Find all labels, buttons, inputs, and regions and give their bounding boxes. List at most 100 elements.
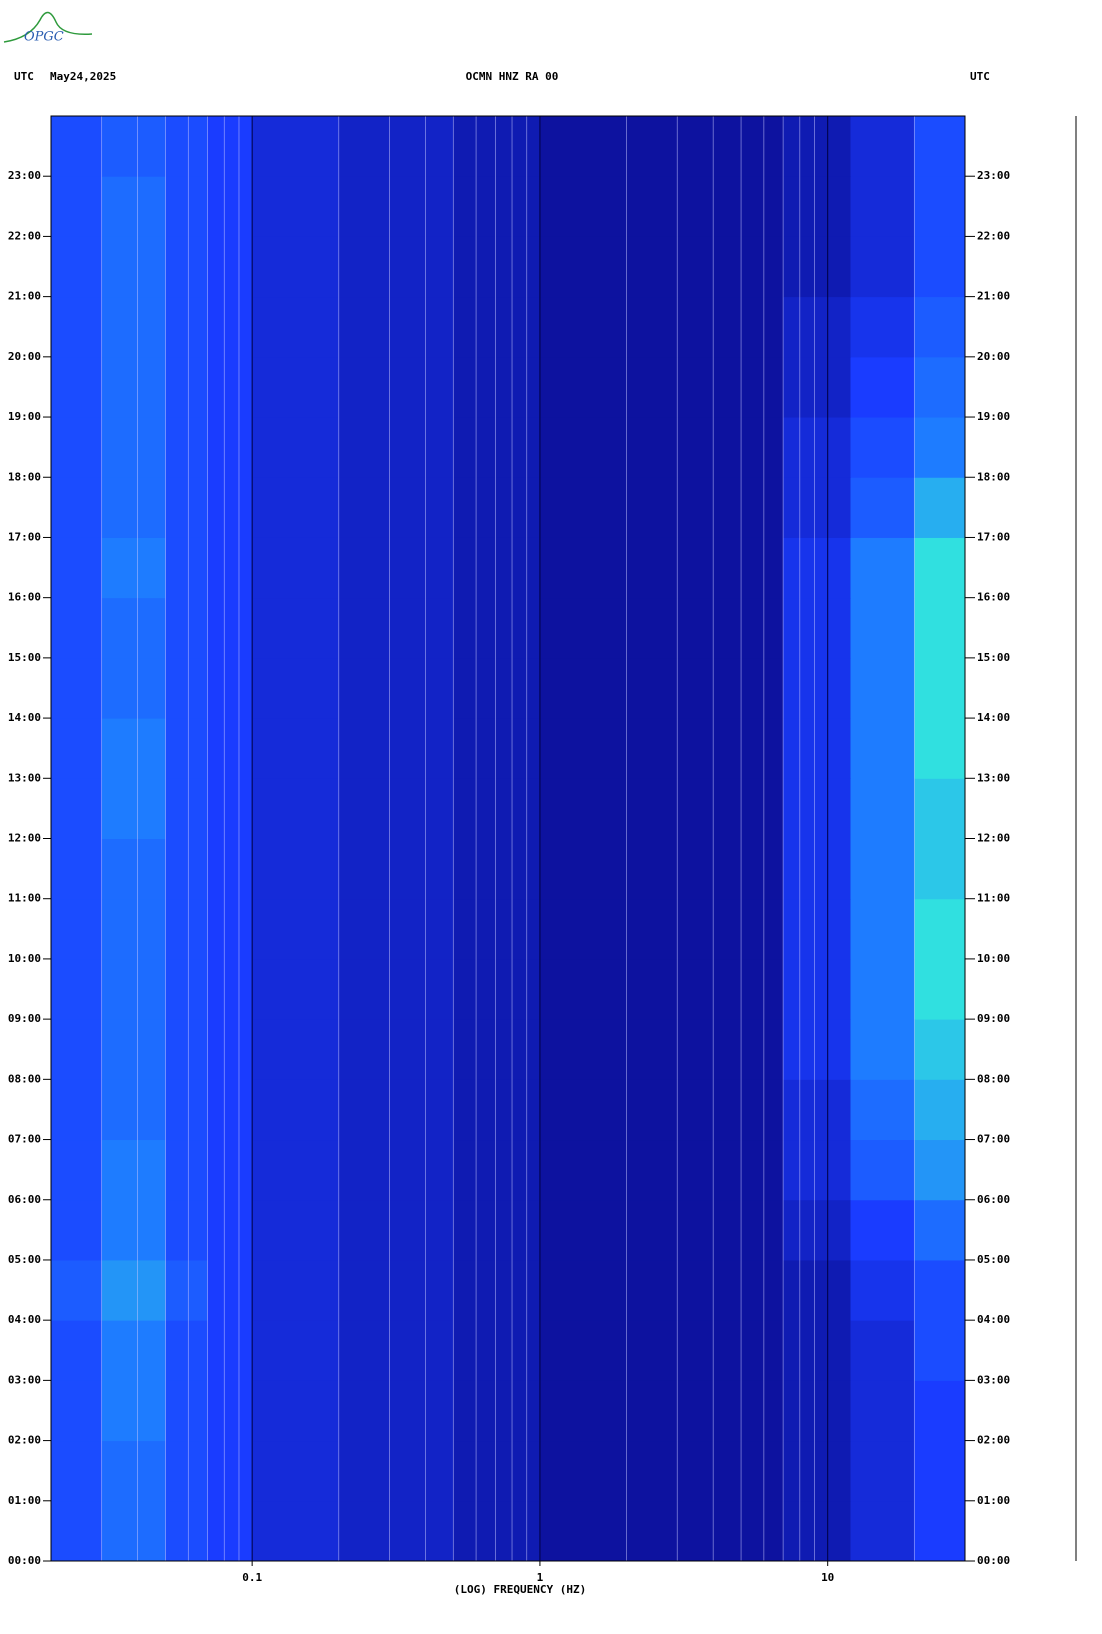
heatmap-cell xyxy=(453,898,541,960)
heatmap-cell xyxy=(850,718,915,779)
heatmap-cell xyxy=(207,838,253,900)
heatmap-cell xyxy=(338,1139,454,1201)
heatmap-cell xyxy=(101,838,167,900)
heatmap-cell xyxy=(850,296,915,358)
heatmap-cell xyxy=(51,1079,103,1141)
y-tick-label-left: 15:00 xyxy=(8,651,41,664)
y-tick-label-left: 14:00 xyxy=(8,711,41,724)
heatmap-cell xyxy=(101,1139,167,1201)
heatmap-cell xyxy=(338,356,454,418)
heatmap-cell xyxy=(207,1320,253,1381)
heatmap-cell xyxy=(677,1079,784,1141)
heatmap-cell xyxy=(165,657,209,719)
heatmap-cell xyxy=(165,1380,209,1442)
heatmap-cell xyxy=(165,1500,209,1562)
heatmap-cell xyxy=(914,296,966,358)
heatmap-cell xyxy=(539,1259,678,1321)
heatmap-cell xyxy=(207,236,253,298)
heatmap-cell xyxy=(338,657,454,719)
heatmap-cell xyxy=(677,1199,784,1261)
heatmap-cell xyxy=(165,296,209,358)
heatmap-cell xyxy=(165,1199,209,1261)
heatmap-cell xyxy=(207,1440,253,1502)
heatmap-cell xyxy=(207,1079,253,1141)
heatmap-cell xyxy=(914,1440,966,1502)
left-time-label: UTC xyxy=(14,70,34,83)
heatmap-cell xyxy=(338,176,454,237)
heatmap-cell xyxy=(51,1500,103,1562)
heatmap-cell xyxy=(252,838,340,900)
y-tick-label-left: 17:00 xyxy=(8,530,41,543)
heatmap-cell xyxy=(338,1440,454,1502)
heatmap-cell xyxy=(539,1500,678,1562)
heatmap-cell xyxy=(252,597,340,659)
heatmap-cell xyxy=(252,116,340,177)
heatmap-cell xyxy=(338,718,454,779)
heatmap-cell xyxy=(539,236,678,298)
heatmap-cell xyxy=(252,778,340,839)
y-tick-label-right: 02:00 xyxy=(977,1434,1010,1447)
heatmap-cell xyxy=(165,1019,209,1080)
heatmap-cell xyxy=(338,1019,454,1080)
heatmap-cell xyxy=(165,116,209,177)
heatmap-cell xyxy=(914,1500,966,1562)
heatmap-cell xyxy=(677,898,784,960)
y-tick-label-right: 13:00 xyxy=(977,771,1010,784)
y-tick-label-left: 08:00 xyxy=(8,1072,41,1085)
heatmap-cell xyxy=(338,1199,454,1261)
heatmap-cell xyxy=(914,477,966,538)
heatmap-cell xyxy=(539,838,678,900)
heatmap-cell xyxy=(914,1259,966,1321)
heatmap-cell xyxy=(101,597,167,659)
heatmap-cell xyxy=(453,176,541,237)
heatmap-cell xyxy=(677,116,784,177)
y-tick-label-right: 17:00 xyxy=(977,530,1010,543)
heatmap-cell xyxy=(539,597,678,659)
heatmap-cell xyxy=(783,1440,851,1502)
heatmap-cell xyxy=(252,657,340,719)
heatmap-cell xyxy=(453,1199,541,1261)
heatmap-cell xyxy=(453,116,541,177)
y-tick-label-right: 08:00 xyxy=(977,1072,1010,1085)
heatmap-cell xyxy=(51,296,103,358)
heatmap-cell xyxy=(677,236,784,298)
heatmap-cell xyxy=(783,718,851,779)
y-tick-label-left: 13:00 xyxy=(8,771,41,784)
heatmap-cell xyxy=(677,718,784,779)
heatmap-cell xyxy=(101,1079,167,1141)
heatmap-cell xyxy=(850,838,915,900)
y-tick-label-left: 11:00 xyxy=(8,892,41,905)
heatmap-cell xyxy=(165,1320,209,1381)
heatmap-cell xyxy=(783,657,851,719)
heatmap-cell xyxy=(165,537,209,599)
heatmap-cell xyxy=(539,657,678,719)
date: May24,2025 xyxy=(50,70,116,83)
y-tick-label-left: 03:00 xyxy=(8,1373,41,1386)
logo-swoosh xyxy=(3,11,93,43)
heatmap-cell xyxy=(207,898,253,960)
heatmap-cell xyxy=(914,1079,966,1141)
heatmap-cell xyxy=(101,356,167,418)
y-tick-label-left: 23:00 xyxy=(8,169,41,182)
heatmap-cell xyxy=(850,417,915,478)
heatmap-cell xyxy=(252,296,340,358)
heatmap-cell xyxy=(101,657,167,719)
heatmap-cell xyxy=(51,236,103,298)
heatmap-cell xyxy=(207,116,253,177)
heatmap-cell xyxy=(539,1019,678,1080)
heatmap-cell xyxy=(539,898,678,960)
heatmap-cell xyxy=(850,116,915,177)
heatmap-cell xyxy=(783,1380,851,1442)
heatmap-cell xyxy=(165,356,209,418)
y-tick-label-right: 03:00 xyxy=(977,1373,1010,1386)
y-tick-label-left: 00:00 xyxy=(8,1554,41,1567)
heatmap-cell xyxy=(101,477,167,538)
heatmap-cell xyxy=(207,1019,253,1080)
heatmap-cell xyxy=(783,477,851,538)
heatmap-cell xyxy=(101,1380,167,1442)
heatmap-cell xyxy=(207,778,253,839)
heatmap-cell xyxy=(101,958,167,1020)
heatmap-cell xyxy=(101,898,167,960)
heatmap-cell xyxy=(338,898,454,960)
y-tick-label-left: 20:00 xyxy=(8,350,41,363)
